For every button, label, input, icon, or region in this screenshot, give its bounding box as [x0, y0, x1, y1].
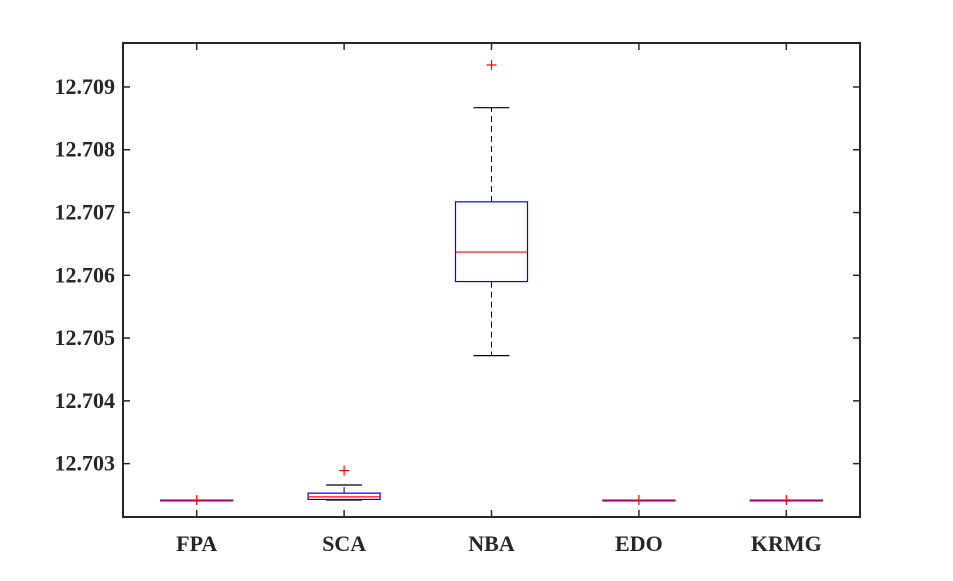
- outlier-marker: [339, 465, 350, 476]
- y-tick-label: 12.705: [55, 325, 116, 350]
- y-tick-label: 12.709: [55, 74, 116, 99]
- y-tick-label: 12.708: [55, 137, 116, 162]
- box-iqr: [454, 201, 529, 283]
- box-nba: [454, 59, 529, 357]
- y-tick-label: 12.703: [55, 451, 116, 476]
- box-fpa: [160, 495, 234, 506]
- box-krmg: [749, 495, 823, 506]
- box-iqr: [307, 492, 381, 501]
- outlier-marker: [781, 495, 792, 506]
- outlier-marker: [633, 495, 644, 506]
- plot-area: [123, 43, 860, 517]
- y-tick-label: 12.707: [55, 200, 116, 225]
- x-tick-label: EDO: [615, 531, 663, 556]
- box-sca: [307, 465, 381, 501]
- x-tick-label: NBA: [468, 531, 515, 556]
- plot-frame: [122, 42, 861, 518]
- x-tick-label: KRMG: [751, 531, 822, 556]
- x-tick-label: FPA: [176, 531, 217, 556]
- y-tick-label: 12.706: [55, 262, 116, 287]
- y-tick-label: 12.704: [55, 388, 116, 413]
- box-edo: [602, 495, 676, 506]
- x-tick-label: SCA: [322, 531, 366, 556]
- outlier-marker: [486, 59, 497, 70]
- outlier-marker: [191, 495, 202, 506]
